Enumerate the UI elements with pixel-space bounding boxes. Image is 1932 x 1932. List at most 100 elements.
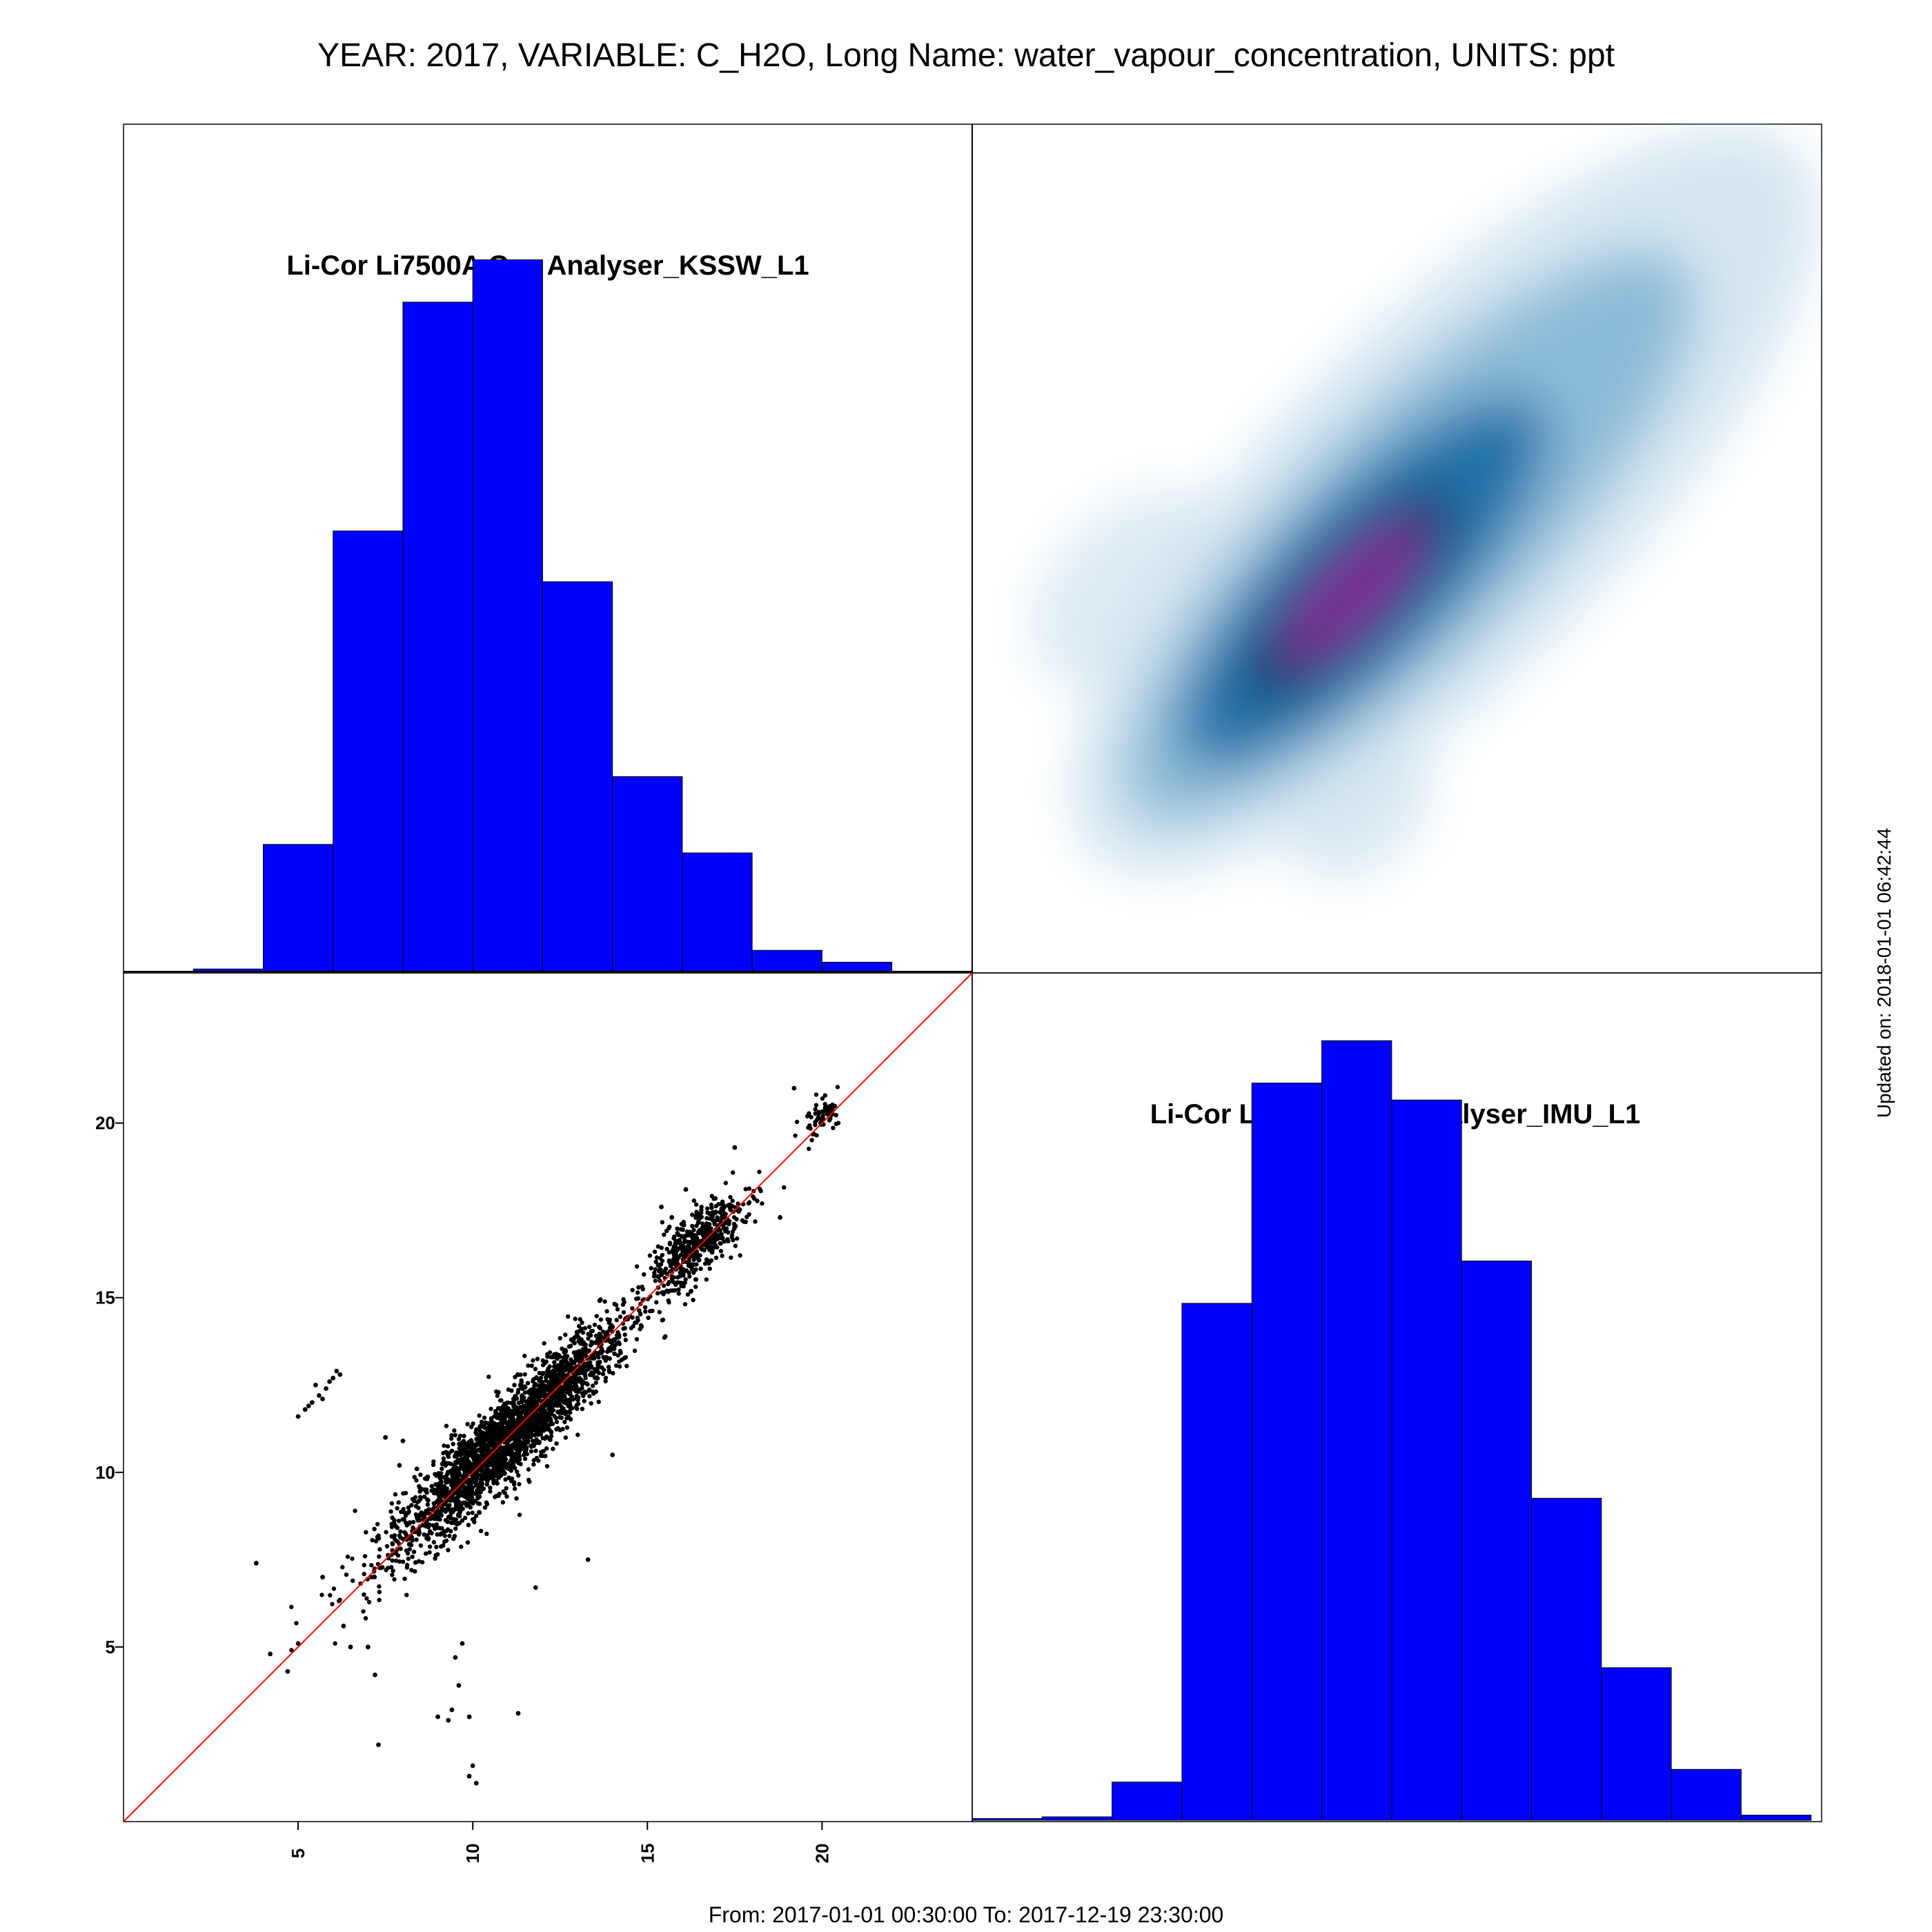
scatter-point-1144: [466, 1523, 471, 1527]
scatter-point-2380: [601, 1355, 605, 1359]
scatter-point-3080: [738, 1208, 742, 1212]
scatter-point-2053: [512, 1383, 516, 1387]
scatter-point-2061: [424, 1490, 428, 1495]
scatter-point-2379: [524, 1446, 529, 1450]
scatter-point-1054: [459, 1544, 463, 1548]
y-tick-label-15: 15: [95, 1288, 115, 1308]
scatter-point-2501: [462, 1443, 466, 1447]
scatter-point-2533: [452, 1517, 456, 1521]
scatter-point-3139: [820, 1096, 825, 1101]
scatter-point-2172: [541, 1423, 545, 1427]
scatter-point-2510: [464, 1447, 468, 1451]
scatter-point-716: [414, 1504, 418, 1508]
scatter-point-1963: [608, 1318, 612, 1322]
scatter-point-2348: [595, 1354, 600, 1358]
scatter-point-3052: [660, 1253, 664, 1257]
scatter-point-2423: [518, 1372, 522, 1377]
scatter-point-3159: [814, 1092, 818, 1096]
scatter-point-2763: [728, 1195, 732, 1199]
scatter-point-2989: [732, 1225, 736, 1229]
scatter-point-2479: [502, 1470, 506, 1474]
scatter-point-2450: [488, 1486, 492, 1490]
scatter-point-1598: [509, 1453, 513, 1457]
scatter-point-339: [422, 1532, 426, 1537]
scatter-point-443: [390, 1573, 394, 1577]
scatter-point-819: [623, 1332, 627, 1337]
scatter-point-1371: [377, 1584, 381, 1588]
scatter-point-3006: [676, 1275, 680, 1279]
scatter-point-3108: [809, 1138, 814, 1142]
scatter-point-2468: [455, 1461, 459, 1465]
scatter-point-2474: [467, 1461, 471, 1466]
scatter-point-2467: [508, 1459, 512, 1463]
scatter-point-3084: [747, 1200, 751, 1204]
scatter-point-759: [618, 1314, 622, 1319]
scatter-point-2984: [726, 1230, 730, 1234]
scatter-point-1845: [472, 1517, 476, 1521]
scatter-point-2248: [508, 1415, 512, 1419]
scatter-point-2576: [636, 1285, 640, 1290]
scatter-point-767: [636, 1297, 640, 1301]
scatter-point-2562: [569, 1361, 573, 1365]
scatter-point-1195: [418, 1472, 422, 1477]
scatter-point-2076: [654, 1300, 658, 1304]
scatter-point-1821: [424, 1551, 428, 1555]
scatter-point-1728: [460, 1519, 464, 1523]
scatter-point-465: [332, 1586, 336, 1590]
scatter-point-2337: [502, 1455, 506, 1459]
scatter-point-3081: [702, 1248, 706, 1252]
scatter-point-2482: [451, 1442, 455, 1446]
scatter-point-1712: [451, 1497, 455, 1501]
scatter-point-1493: [604, 1309, 609, 1313]
scatter-point-2592: [511, 1397, 515, 1401]
scatter-point-1301: [520, 1399, 524, 1403]
scatter-point-1565: [397, 1533, 402, 1537]
histogram-imu-bar-3: [1182, 1303, 1252, 1820]
scatter-point-2258: [491, 1431, 495, 1435]
updated-on-label: Updated on: 2018-01-01 06:42:44: [1873, 828, 1895, 1118]
scatter-point-3039: [691, 1232, 695, 1236]
scatter-point-1697: [434, 1482, 438, 1486]
scatter-point-2471: [656, 1291, 660, 1295]
scatter-point-2312: [462, 1439, 466, 1443]
scatter-point-3072: [694, 1203, 698, 1207]
y-tick-label-10: 10: [95, 1462, 115, 1483]
scatter-point-2301: [425, 1477, 429, 1481]
scatter-point-2362: [417, 1499, 421, 1503]
scatter-point-2237: [512, 1480, 516, 1484]
scatter-point-2509: [409, 1543, 413, 1547]
scatter-point-3111: [814, 1103, 818, 1107]
scatter-point-196: [683, 1302, 687, 1306]
scatter-outlier-3199: [659, 1205, 664, 1210]
histogram-kssw-bars: [193, 259, 891, 972]
scatter-point-2893: [653, 1250, 657, 1254]
scatter-point-2516: [548, 1386, 552, 1390]
scatter-point-1977: [560, 1416, 564, 1420]
scatter-point-3073: [709, 1203, 713, 1207]
scatter-point-2553: [560, 1394, 564, 1399]
scatter-point-2277: [411, 1538, 415, 1542]
scatter-point-943: [384, 1530, 388, 1534]
scatter-point-2354: [482, 1473, 486, 1477]
scatter-point-1574: [340, 1565, 344, 1569]
scatter-point-2444: [441, 1544, 445, 1548]
scatter-point-200: [477, 1413, 481, 1417]
scatter-point-2624: [641, 1287, 645, 1291]
scatter-point-2263: [529, 1432, 533, 1436]
scatter-point-3023: [753, 1219, 757, 1223]
scatter-point-2325: [568, 1392, 572, 1396]
scatter-point-2593: [474, 1448, 478, 1452]
scatter-outlier-3170: [306, 1403, 311, 1408]
scatter-point-1186: [615, 1318, 619, 1322]
scatter-point-2567: [438, 1532, 442, 1537]
scatter-point-1991: [448, 1461, 453, 1466]
scatter-point-2401: [620, 1358, 624, 1362]
scatter-point-2585: [562, 1358, 566, 1362]
scatter-point-2090: [470, 1496, 474, 1500]
scatter-point-1945: [446, 1548, 450, 1552]
scatter-point-1091: [564, 1350, 568, 1354]
scatter-point-3155: [807, 1112, 811, 1116]
scatter-point-1498: [477, 1501, 482, 1506]
scatter-point-2419: [390, 1535, 394, 1539]
scatter-point-2499: [531, 1406, 535, 1410]
